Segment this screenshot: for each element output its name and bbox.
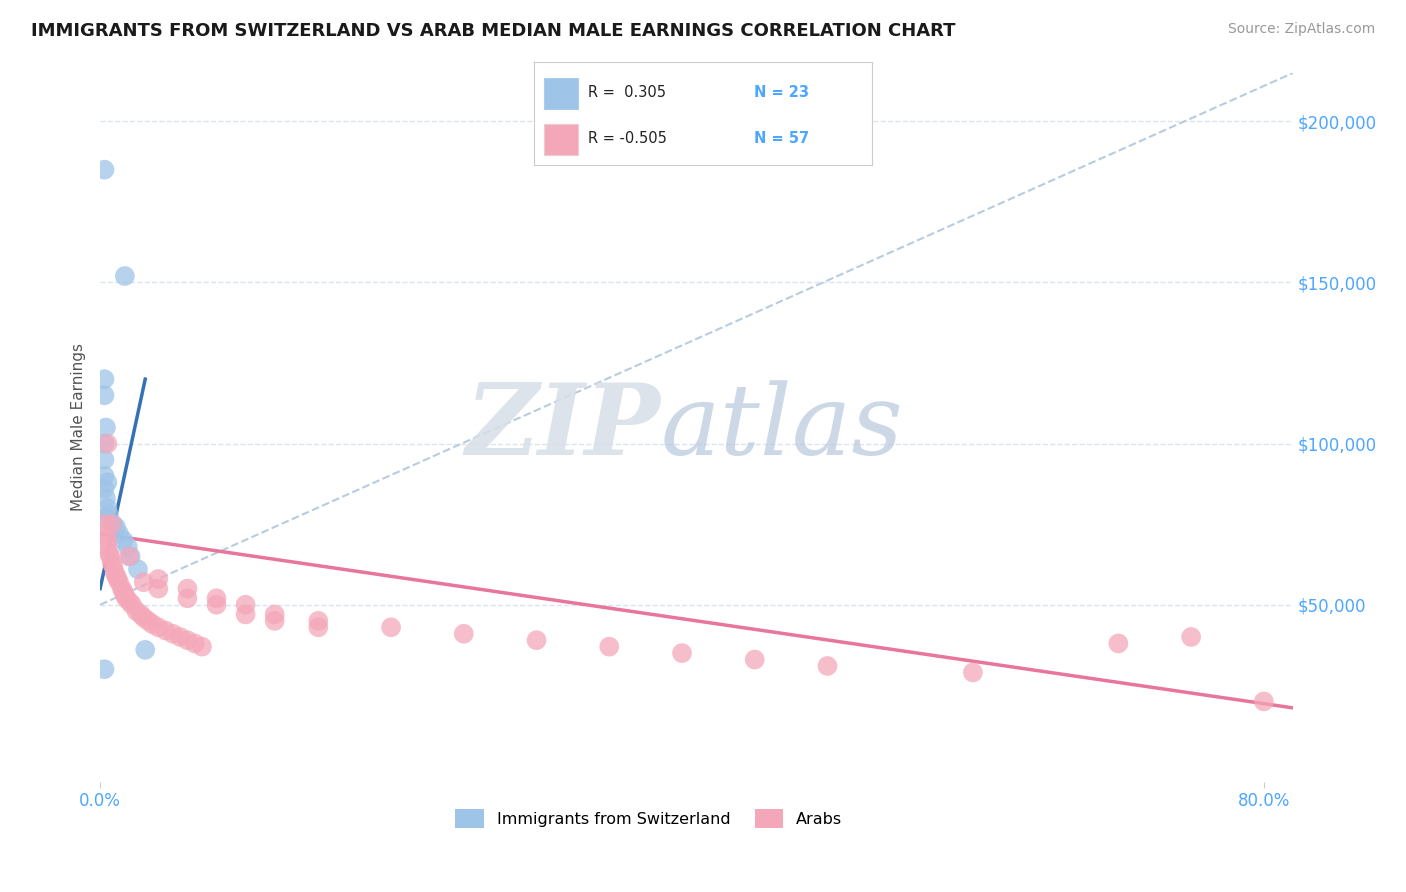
Point: [307, 614, 329, 628]
Point: [103, 517, 125, 532]
Text: atlas: atlas: [661, 380, 904, 475]
Point: [307, 620, 329, 634]
Point: [121, 598, 143, 612]
Point: [125, 604, 148, 618]
Point: [107, 572, 129, 586]
Point: [162, 626, 184, 640]
Point: [205, 598, 228, 612]
Text: R = -0.505: R = -0.505: [588, 131, 666, 146]
Point: [134, 643, 156, 657]
Point: [118, 594, 141, 608]
Point: [453, 626, 475, 640]
Point: [105, 520, 128, 534]
Point: [96, 475, 118, 490]
Point: [380, 620, 402, 634]
Point: [962, 665, 984, 680]
Text: R =  0.305: R = 0.305: [588, 85, 666, 100]
Point: [108, 575, 131, 590]
Point: [93, 162, 115, 177]
Point: [136, 614, 159, 628]
Point: [96, 540, 118, 554]
Point: [132, 575, 155, 590]
Bar: [544, 78, 578, 109]
Point: [817, 659, 839, 673]
Point: [94, 491, 117, 506]
Point: [100, 517, 122, 532]
Point: [108, 526, 131, 541]
Point: [93, 482, 115, 496]
Text: ZIP: ZIP: [465, 379, 661, 475]
Point: [114, 588, 136, 602]
Point: [155, 624, 177, 638]
Point: [93, 662, 115, 676]
Point: [191, 640, 214, 654]
Point: [104, 566, 127, 580]
Point: [118, 549, 141, 564]
Bar: [544, 124, 578, 155]
Point: [105, 568, 128, 582]
Point: [1253, 694, 1275, 708]
Point: [127, 562, 149, 576]
Point: [176, 633, 198, 648]
Y-axis label: Median Male Earnings: Median Male Earnings: [72, 343, 86, 511]
Point: [235, 598, 257, 612]
Point: [148, 572, 170, 586]
Point: [598, 640, 620, 654]
Point: [96, 533, 118, 548]
Point: [94, 526, 117, 541]
Point: [183, 636, 205, 650]
Point: [205, 591, 228, 606]
Point: [93, 452, 115, 467]
Point: [169, 630, 191, 644]
Point: [94, 510, 117, 524]
Point: [263, 607, 285, 622]
Point: [1180, 630, 1202, 644]
Point: [94, 420, 117, 434]
Legend: Immigrants from Switzerland, Arabs: Immigrants from Switzerland, Arabs: [449, 803, 849, 834]
Point: [744, 652, 766, 666]
Point: [97, 508, 120, 522]
Point: [100, 556, 122, 570]
Text: IMMIGRANTS FROM SWITZERLAND VS ARAB MEDIAN MALE EARNINGS CORRELATION CHART: IMMIGRANTS FROM SWITZERLAND VS ARAB MEDI…: [31, 22, 956, 40]
Point: [115, 591, 138, 606]
Point: [93, 388, 115, 402]
Point: [97, 546, 120, 560]
Point: [671, 646, 693, 660]
Point: [93, 372, 115, 386]
Point: [1107, 636, 1129, 650]
Point: [132, 610, 155, 624]
Point: [526, 633, 548, 648]
Point: [176, 582, 198, 596]
Point: [112, 585, 135, 599]
Point: [103, 559, 125, 574]
Point: [93, 436, 115, 450]
Point: [141, 617, 163, 632]
Point: [96, 436, 118, 450]
Point: [111, 582, 134, 596]
Point: [129, 607, 152, 622]
Point: [176, 591, 198, 606]
Point: [148, 620, 170, 634]
Point: [93, 468, 115, 483]
Text: N = 23: N = 23: [754, 85, 808, 100]
Point: [263, 614, 285, 628]
Point: [93, 517, 115, 532]
Point: [120, 549, 142, 564]
Point: [114, 268, 136, 283]
Text: Source: ZipAtlas.com: Source: ZipAtlas.com: [1227, 22, 1375, 37]
Point: [148, 582, 170, 596]
Point: [98, 549, 121, 564]
Point: [235, 607, 257, 622]
Point: [112, 533, 135, 548]
Text: N = 57: N = 57: [754, 131, 808, 146]
Point: [117, 540, 139, 554]
Point: [96, 501, 118, 516]
